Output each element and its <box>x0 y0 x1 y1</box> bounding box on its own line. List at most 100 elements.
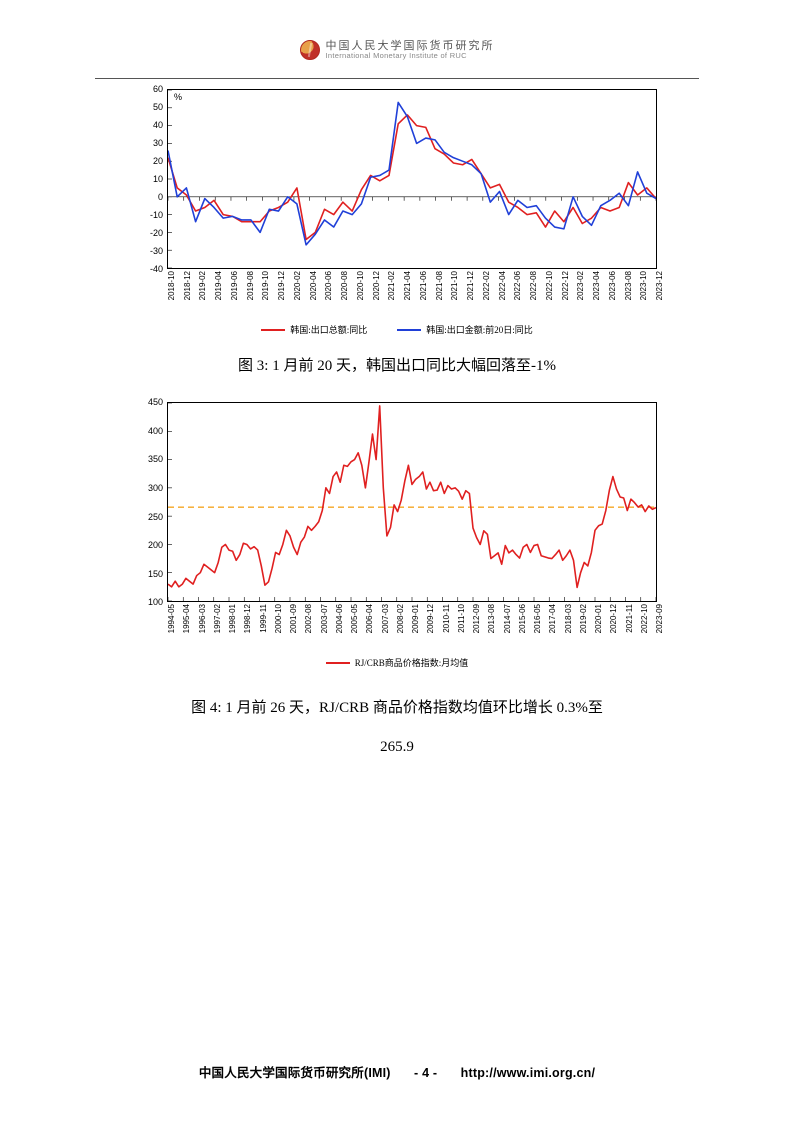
xtick-label: 2000-10 <box>274 604 283 633</box>
xtick-label: 2018-12 <box>183 271 192 300</box>
page-header: 中国人民大学国际货币研究所 International Monetary Ins… <box>95 40 699 60</box>
ytick-label: 100 <box>139 597 163 607</box>
xtick-label: 2022-08 <box>529 271 538 300</box>
xtick-label: 2009-12 <box>426 604 435 633</box>
xtick-label: 2020-12 <box>609 604 618 633</box>
xtick-label: 2023-09 <box>655 604 664 633</box>
legend-swatch <box>397 329 421 331</box>
xtick-label: 1998-12 <box>243 604 252 633</box>
xtick-label: 2007-03 <box>381 604 390 633</box>
header-text: 中国人民大学国际货币研究所 International Monetary Ins… <box>326 40 495 60</box>
xtick-label: 2010-11 <box>442 604 451 633</box>
xtick-label: 2021-12 <box>466 271 475 300</box>
xtick-label: 2016-05 <box>533 604 542 633</box>
legend-item: 韩国:出口总额:同比 <box>261 323 367 336</box>
chart-1-legend: 韩国:出口总额:同比 韩国:出口金额:前20日:同比 <box>137 323 657 336</box>
chart-2-xticks: 1994-051995-041996-031997-021998-011998-… <box>167 602 657 652</box>
xtick-label: 2015-06 <box>518 604 527 633</box>
ytick-label: 10 <box>137 174 163 184</box>
legend-item: 韩国:出口金额:前20日:同比 <box>397 323 533 336</box>
ytick-label: 0 <box>137 192 163 202</box>
xtick-label: 2018-03 <box>564 604 573 633</box>
xtick-label: 2023-12 <box>655 271 664 300</box>
xtick-label: 2020-06 <box>324 271 333 300</box>
ytick-label: 50 <box>137 102 163 112</box>
xtick-label: 2022-04 <box>498 271 507 300</box>
ytick-label: 60 <box>137 84 163 94</box>
xtick-label: 2023-02 <box>576 271 585 300</box>
ytick-label: 20 <box>137 156 163 166</box>
xtick-label: 2019-08 <box>246 271 255 300</box>
ytick-label: 450 <box>139 397 163 407</box>
xtick-label: 2001-09 <box>289 604 298 633</box>
xtick-label: 2020-02 <box>293 271 302 300</box>
xtick-label: 2003-07 <box>320 604 329 633</box>
xtick-label: 2011-10 <box>457 604 466 633</box>
legend-label: 韩国:出口总额:同比 <box>290 323 367 336</box>
ytick-label: 150 <box>139 569 163 579</box>
footer-page: - 4 - <box>414 1066 437 1080</box>
caption-2-line2: 265.9 <box>380 739 414 755</box>
xtick-label: 1994-05 <box>167 604 176 633</box>
xtick-label: 2020-12 <box>372 271 381 300</box>
xtick-label: 2021-04 <box>403 271 412 300</box>
xtick-label: 2004-06 <box>335 604 344 633</box>
xtick-label: 1997-02 <box>213 604 222 633</box>
xtick-label: 2019-02 <box>579 604 588 633</box>
ytick-label: 40 <box>137 120 163 130</box>
chart-2-svg <box>168 403 656 601</box>
xtick-label: 2020-01 <box>594 604 603 633</box>
ytick-label: 200 <box>139 540 163 550</box>
footer-org: 中国人民大学国际货币研究所(IMI) <box>199 1066 391 1080</box>
xtick-label: 2019-06 <box>230 271 239 300</box>
xtick-label: 2018-10 <box>167 271 176 300</box>
xtick-label: 2022-12 <box>561 271 570 300</box>
ytick-label: -30 <box>137 246 163 256</box>
chart-1-container: % -40-30-20-100102030405060 2018-102018-… <box>137 89 657 336</box>
page-footer: 中国人民大学国际货币研究所(IMI) - 4 - http://www.imi.… <box>0 1062 794 1081</box>
xtick-label: 2023-10 <box>639 271 648 300</box>
header-en: International Monetary Institute of RUC <box>326 52 495 60</box>
xtick-label: 2008-02 <box>396 604 405 633</box>
xtick-label: 2017-04 <box>548 604 557 633</box>
logo-icon <box>300 40 320 60</box>
xtick-label: 2020-10 <box>356 271 365 300</box>
xtick-label: 2021-06 <box>419 271 428 300</box>
xtick-label: 2013-08 <box>487 604 496 633</box>
xtick-label: 2019-10 <box>261 271 270 300</box>
header-divider <box>95 78 699 79</box>
footer-url: http://www.imi.org.cn/ <box>461 1066 595 1080</box>
legend-label: 韩国:出口金额:前20日:同比 <box>426 323 533 336</box>
chart-2-legend: RJ/CRB商品价格指数:月均值 <box>137 656 657 669</box>
ytick-label: 30 <box>137 138 163 148</box>
xtick-label: 2021-11 <box>625 604 634 633</box>
xtick-label: 2021-02 <box>387 271 396 300</box>
xtick-label: 1996-03 <box>198 604 207 633</box>
ytick-label: 350 <box>139 454 163 464</box>
chart-2-plot <box>167 402 657 602</box>
xtick-label: 2005-05 <box>350 604 359 633</box>
chart-2-container: 100150200250300350400450 1994-051995-041… <box>137 402 657 669</box>
chart-1-svg <box>168 90 656 268</box>
xtick-label: 2022-10 <box>640 604 649 633</box>
xtick-label: 2020-04 <box>309 271 318 300</box>
chart-1-plot: % <box>167 89 657 269</box>
ytick-label: 400 <box>139 426 163 436</box>
ytick-label: 300 <box>139 483 163 493</box>
xtick-label: 1999-11 <box>259 604 268 633</box>
ytick-label: -10 <box>137 210 163 220</box>
xtick-label: 2021-08 <box>435 271 444 300</box>
xtick-label: 1995-04 <box>182 604 191 633</box>
ytick-label: -20 <box>137 228 163 238</box>
caption-2-line1: 图 4: 1 月前 26 天，RJ/CRB 商品价格指数均值环比增长 0.3%至 <box>191 700 603 716</box>
xtick-label: 2022-10 <box>545 271 554 300</box>
xtick-label: 2006-04 <box>365 604 374 633</box>
ytick-label: -40 <box>137 264 163 274</box>
xtick-label: 2023-08 <box>624 271 633 300</box>
ytick-label: 250 <box>139 512 163 522</box>
legend-swatch <box>326 662 350 664</box>
legend-swatch <box>261 329 285 331</box>
xtick-label: 2022-02 <box>482 271 491 300</box>
xtick-label: 2020-08 <box>340 271 349 300</box>
xtick-label: 2022-06 <box>513 271 522 300</box>
